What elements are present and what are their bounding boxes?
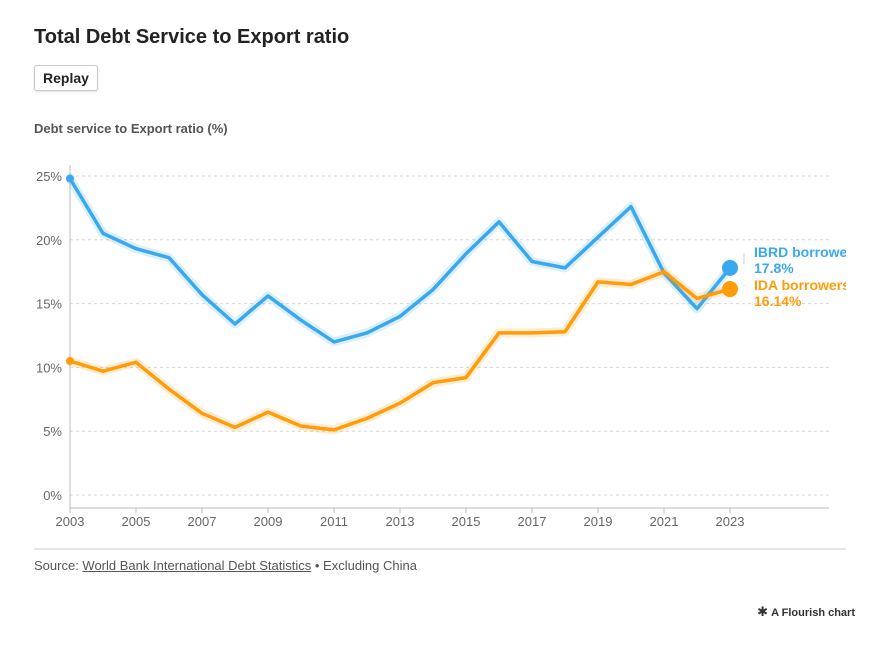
series-end-point: [722, 259, 738, 276]
x-tick-label: 2021: [650, 514, 679, 529]
series-start-point: [66, 357, 74, 366]
series-name-label: IDA borrowers: [754, 277, 850, 293]
series-end-point: [722, 281, 738, 298]
chart-title: Total Debt Service to Export ratio: [34, 26, 350, 48]
x-tick-label: 2003: [56, 514, 85, 529]
flourish-credit-text: A Flourish chart: [771, 607, 855, 619]
y-tick-label: 15%: [36, 297, 62, 312]
replay-button[interactable]: Replay: [34, 65, 98, 91]
source-suffix: • Excluding China: [311, 558, 417, 573]
x-tick-label: 2023: [716, 514, 745, 529]
x-tick-label: 2005: [122, 514, 151, 529]
series-line: [68, 269, 732, 432]
source-link[interactable]: World Bank International Debt Statistics: [82, 558, 312, 573]
x-tick-label: 2017: [518, 514, 547, 529]
y-tick-label: 0%: [43, 488, 62, 503]
y-tick-label: 25%: [36, 169, 62, 184]
x-tick-label: 2009: [254, 514, 283, 529]
x-tick-label: 2013: [386, 514, 415, 529]
source-prefix: Source:: [34, 558, 83, 573]
y-tick-label: 10%: [36, 360, 62, 375]
y-axis-label: Debt service to Export ratio (%): [34, 121, 228, 136]
y-tick-label: 20%: [36, 233, 62, 248]
series-value-label: 17.8%: [754, 260, 794, 276]
series-value-label: 16.14%: [754, 293, 802, 309]
y-tick-label: 5%: [43, 424, 62, 439]
series-name-label: IBRD borrowers: [754, 244, 861, 260]
x-tick-label: 2019: [584, 514, 613, 529]
flourish-credit[interactable]: ✱ A Flourish chart: [757, 604, 855, 620]
x-tick-label: 2015: [452, 514, 481, 529]
series-halo: [65, 267, 735, 435]
x-tick-label: 2007: [188, 514, 217, 529]
series-start-point: [66, 174, 74, 183]
x-tick-label: 2011: [320, 514, 348, 529]
series-line: [68, 176, 732, 344]
flourish-star-icon: ✱: [757, 604, 769, 619]
source-note: Source: World Bank International Debt St…: [34, 558, 417, 573]
